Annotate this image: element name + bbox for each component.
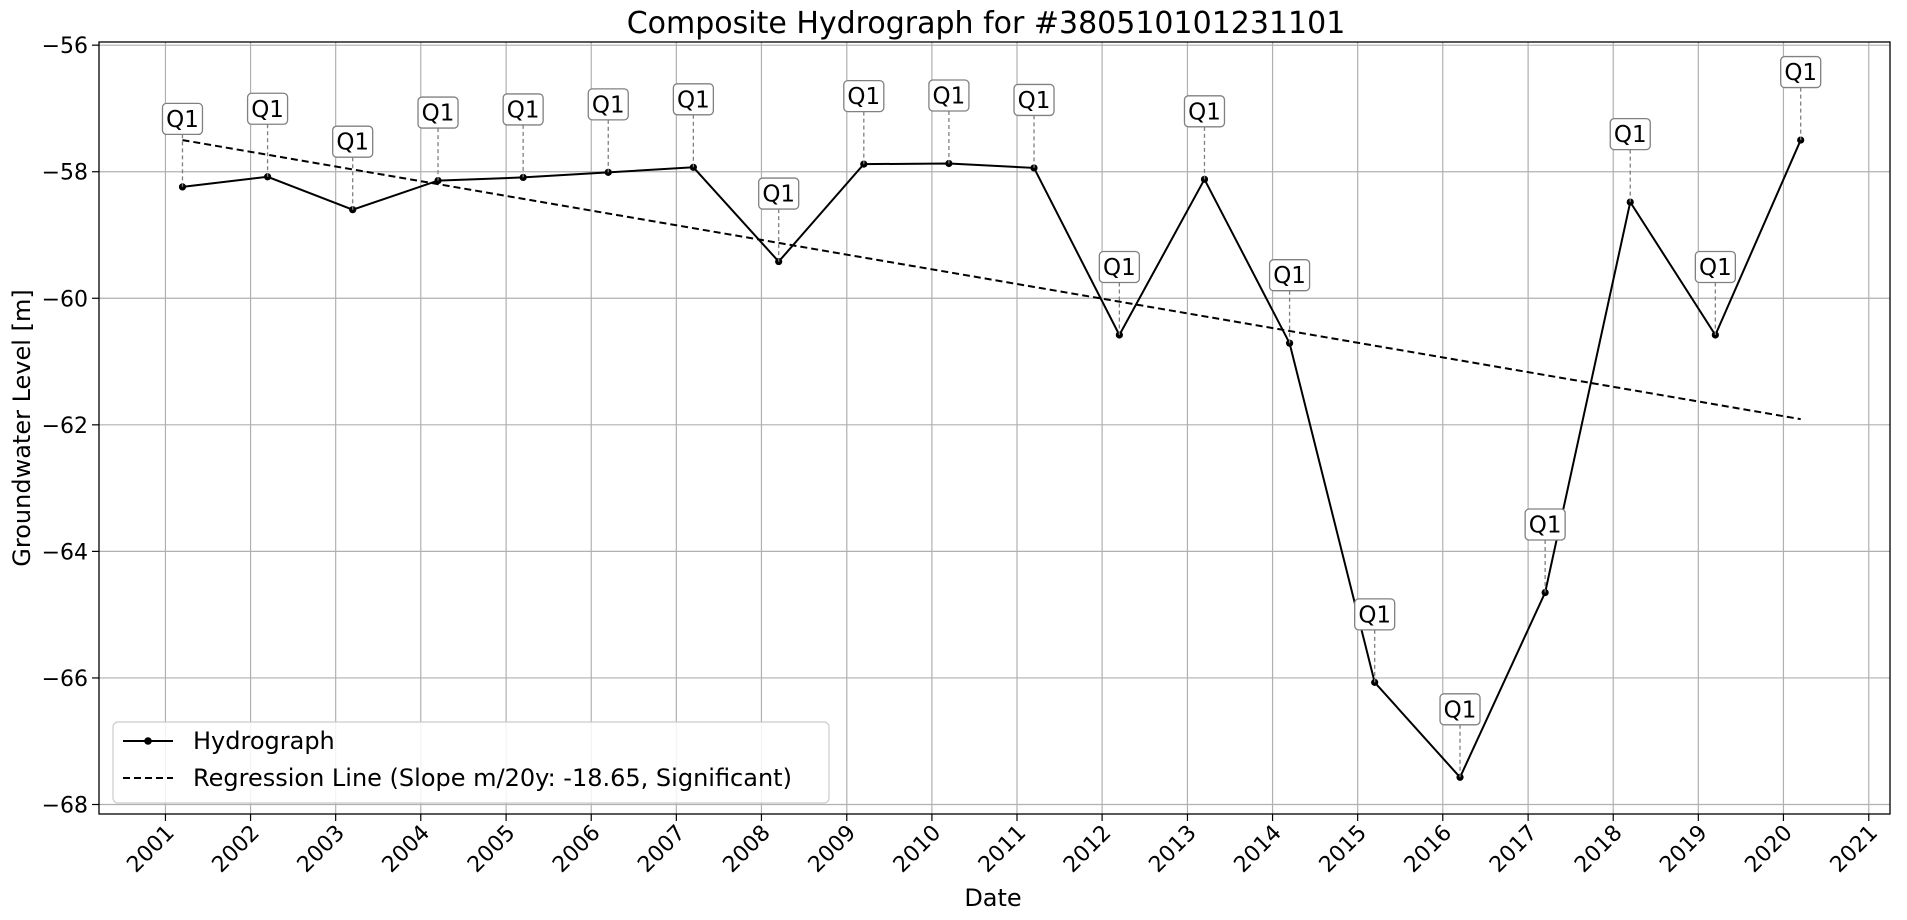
hydrograph-point (1541, 588, 1549, 597)
y-tick-label: −58 (42, 161, 88, 186)
annotation-label: Q1 (592, 92, 625, 118)
annotation-label: Q1 (1358, 602, 1391, 628)
hydrograph-series (178, 136, 1805, 781)
annotation-box (758, 177, 800, 210)
annotation-box (1268, 259, 1311, 292)
annotation-box (1098, 250, 1141, 284)
x-tick-label: 2009 (804, 821, 861, 878)
x-tick-label: 2014 (1230, 821, 1287, 878)
x-tick-label: 2004 (378, 821, 435, 878)
annotation-box (332, 125, 374, 158)
annotation-box (1694, 250, 1737, 284)
x-tick-label: 2016 (1400, 821, 1457, 878)
x-axis-ticks: 2001 2002 2003 2004 2005 2006 2007 2008 2009 2010… (122, 814, 1883, 878)
x-tick-label: 2013 (1144, 821, 1201, 878)
y-axis-label: Groundwater Level [m] (8, 289, 36, 566)
y-tick-label: −64 (42, 540, 88, 565)
annotation-box (587, 88, 629, 121)
x-tick-label: 2001 (122, 821, 179, 878)
x-axis-label: Date (964, 884, 1021, 912)
annotation-label: Q1 (1018, 88, 1051, 114)
x-tick-label: 2005 (463, 821, 520, 878)
annotation-label: Q1 (422, 101, 455, 127)
annotation-label: Q1 (1784, 60, 1817, 86)
x-tick-label: 2019 (1655, 821, 1712, 878)
hydrograph-line (182, 139, 1802, 780)
annotation-label: Q1 (507, 97, 540, 123)
y-tick-label: −56 (42, 34, 88, 59)
annotation-label: Q1 (1273, 263, 1306, 289)
annotation-box (1354, 598, 1396, 631)
annotation-box (1013, 83, 1055, 117)
y-axis-ticks: −56 −58 −60 −62 −64 −66 −68 (42, 34, 99, 819)
regression-line-path (182, 139, 1801, 421)
x-tick-label: 2003 (293, 821, 350, 878)
legend-hydrograph-marker (144, 737, 152, 745)
annotation-label: Q1 (1188, 99, 1221, 125)
annotation-box (246, 92, 289, 125)
annotation-box (1183, 95, 1226, 128)
annotation-box (1439, 693, 1481, 726)
grid (99, 42, 1890, 814)
annotation-box (417, 96, 459, 129)
annotation-box (161, 102, 204, 136)
x-tick-label: 2002 (208, 821, 265, 878)
annotation-label: Q1 (336, 130, 369, 156)
legend-regression-label: Regression Line (Slope m/20y: -18.65, Si… (193, 764, 792, 792)
x-tick-label: 2007 (633, 821, 690, 878)
plot-frame (98, 41, 1891, 815)
annotation-box (843, 79, 885, 113)
annotations: Q1 Q1 Q1 Q1 Q1 Q1 Q1 Q1 Q1 Q1 Q1 Q1 Q1 Q1 Q1 Q1 Q1 Q1 Q1 Q1 (161, 55, 1822, 778)
annotation-label: Q1 (1103, 255, 1136, 281)
annotation-box (1780, 55, 1822, 89)
annotation-label: Q1 (847, 84, 880, 110)
hydrograph-point (1371, 678, 1379, 686)
x-tick-label: 2008 (718, 821, 775, 878)
x-tick-label: 2021 (1826, 821, 1883, 878)
legend-box (112, 721, 830, 804)
annotation-box (928, 79, 970, 112)
annotation-box (1609, 117, 1651, 151)
chart-title: Composite Hydrograph for #38051010123110… (627, 6, 1346, 41)
y-tick-label: −66 (42, 667, 88, 692)
y-tick-label: −68 (42, 794, 88, 819)
annotation-label: Q1 (762, 182, 795, 208)
annotation-label: Q1 (166, 107, 199, 133)
x-tick-label: 2012 (1059, 821, 1116, 878)
x-tick-label: 2020 (1740, 821, 1797, 878)
y-tick-label: −62 (42, 414, 88, 439)
y-tick-label: −60 (42, 287, 88, 312)
x-tick-label: 2015 (1315, 821, 1372, 878)
x-tick-label: 2018 (1570, 821, 1627, 878)
legend: Hydrograph Regression Line (Slope m/20y:… (112, 721, 830, 804)
annotation-label: Q1 (933, 83, 966, 109)
x-tick-label: 2017 (1485, 821, 1542, 878)
annotation-label: Q1 (1529, 513, 1562, 539)
annotation-label: Q1 (1444, 697, 1477, 723)
x-tick-label: 2011 (974, 821, 1031, 878)
annotation-box (672, 83, 715, 116)
annotation-label: Q1 (251, 97, 284, 123)
annotation-label: Q1 (677, 87, 710, 113)
x-tick-label: 2006 (548, 821, 605, 878)
regression-line (182, 139, 1801, 421)
x-tick-label: 2010 (889, 821, 946, 878)
annotation-box (502, 93, 544, 126)
annotation-label: Q1 (1614, 122, 1647, 148)
annotation-label: Q1 (1699, 255, 1732, 281)
annotation-box (1524, 508, 1566, 541)
legend-hydrograph-label: Hydrograph (193, 727, 335, 755)
